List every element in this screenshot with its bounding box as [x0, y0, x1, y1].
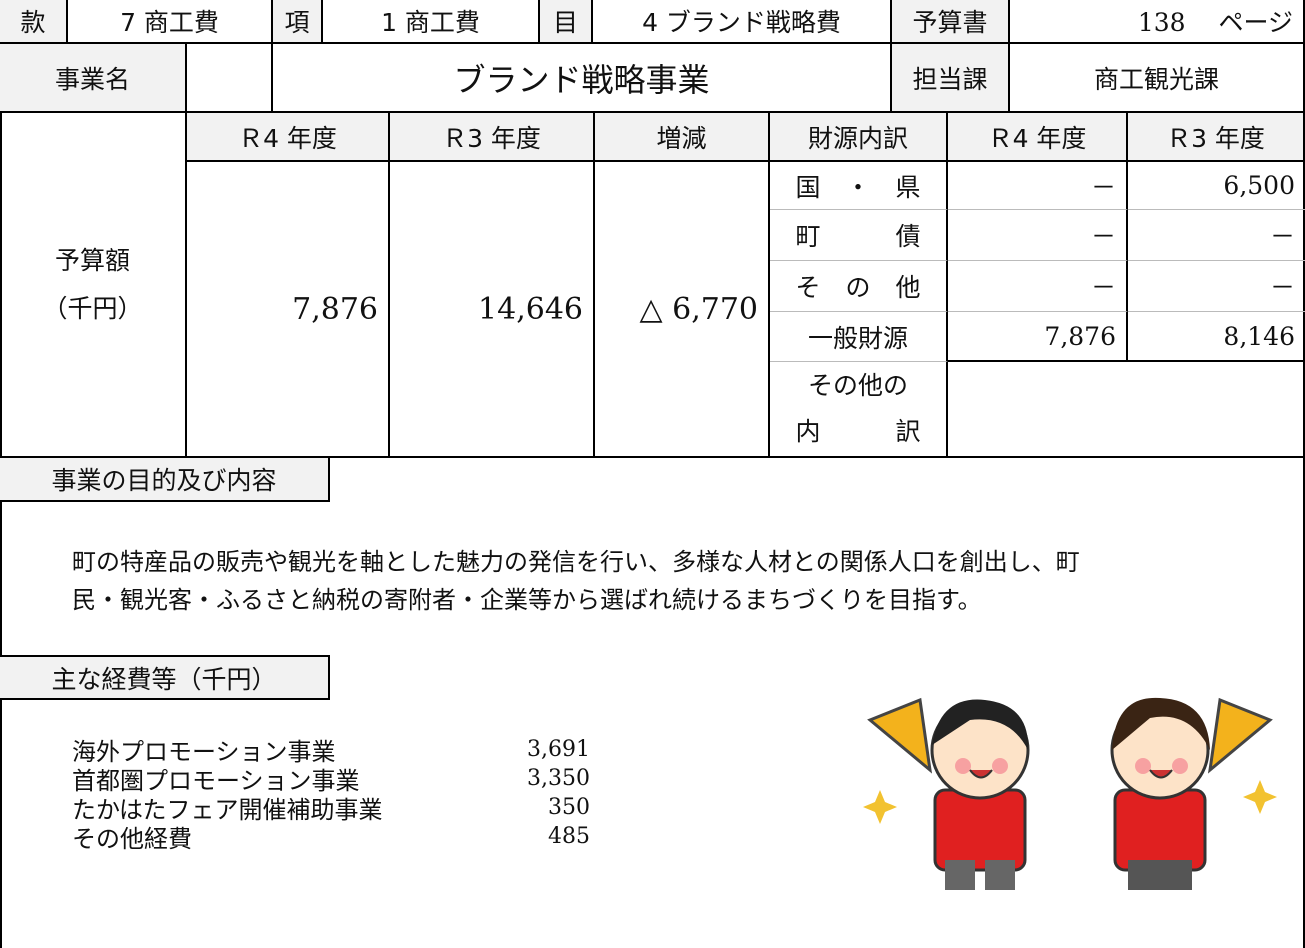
- column-header: Ｒ4 年度: [948, 113, 1128, 162]
- empty-cell: [187, 44, 273, 113]
- section-label: 主な経費等（千円）: [0, 655, 330, 700]
- source-name: 町 債: [770, 210, 948, 261]
- label-line: その他の: [807, 371, 908, 400]
- source-value: －: [948, 261, 1128, 312]
- header-cell: 7 商工費: [68, 0, 273, 44]
- expense-amount: 350: [548, 795, 590, 820]
- purpose-text: 町の特産品の販売や観光を軸とした魅力の発信を行い、多様な人材との関係人口を創出し…: [72, 547, 1080, 576]
- dept-cell: 商工観光課: [1010, 44, 1305, 113]
- header-cell: 138 ページ: [1010, 0, 1305, 44]
- source-name: そ の 他: [770, 261, 948, 312]
- source-value: 8,146: [1128, 312, 1305, 362]
- header-cell: 款: [0, 0, 68, 44]
- expense-amount: 3,691: [527, 737, 590, 762]
- illustration: [863, 697, 1277, 890]
- expense-name: 首都圏プロモーション事業: [72, 767, 360, 795]
- source-value: 7,876: [948, 312, 1128, 362]
- header-cell: 予算書: [892, 0, 1010, 44]
- section-label: 事業の目的及び内容: [0, 458, 330, 502]
- header-cell: 4 ブランド戦略費: [593, 0, 892, 44]
- source-name: 一般財源: [770, 312, 948, 362]
- header-cell: 目: [540, 0, 593, 44]
- boy: [867, 697, 1030, 890]
- purpose-text: 民・観光客・ふるさと納税の寄附者・企業等から選ばれ続けるまちづくりを目指す。: [72, 585, 982, 614]
- label-line: （千円）: [42, 293, 143, 323]
- source-value: －: [948, 210, 1128, 261]
- expense-amount: 485: [548, 824, 590, 849]
- label-line: 予算額: [54, 245, 130, 275]
- column-header: 増減: [595, 113, 770, 162]
- header-cell: 項: [273, 0, 323, 44]
- source-name: 国 ・ 県: [770, 162, 948, 210]
- budget-amount: 7,876: [187, 162, 390, 458]
- expense-name: その他経費: [72, 825, 192, 853]
- label-cell: 担当課: [892, 44, 1010, 113]
- label-line: 内 訳: [795, 417, 921, 446]
- source-value: 6,500: [1128, 162, 1305, 210]
- empty-cell: [948, 362, 1305, 458]
- source-value: －: [1128, 261, 1305, 312]
- expense-amount: 3,350: [527, 766, 590, 791]
- column-header: Ｒ3 年度: [390, 113, 595, 162]
- column-header: 財源内訳: [770, 113, 948, 162]
- source-name: その他の内 訳: [770, 362, 948, 458]
- project-name: ブランド戦略事業: [273, 44, 892, 113]
- label-cell: 事業名: [0, 44, 187, 113]
- budget-amount: △ 6,770: [595, 162, 770, 458]
- column-header: Ｒ4 年度: [187, 113, 390, 162]
- source-value: －: [948, 162, 1128, 210]
- expense-name: 海外プロモーション事業: [72, 738, 336, 766]
- budget-label: 予算額 （千円）: [0, 113, 187, 458]
- header-cell: 1 商工費: [323, 0, 540, 44]
- girl: [1110, 697, 1273, 890]
- source-value: －: [1128, 210, 1305, 261]
- column-header: Ｒ3 年度: [1128, 113, 1305, 162]
- budget-amount: 14,646: [390, 162, 595, 458]
- expense-name: たかはたフェア開催補助事業: [72, 796, 383, 824]
